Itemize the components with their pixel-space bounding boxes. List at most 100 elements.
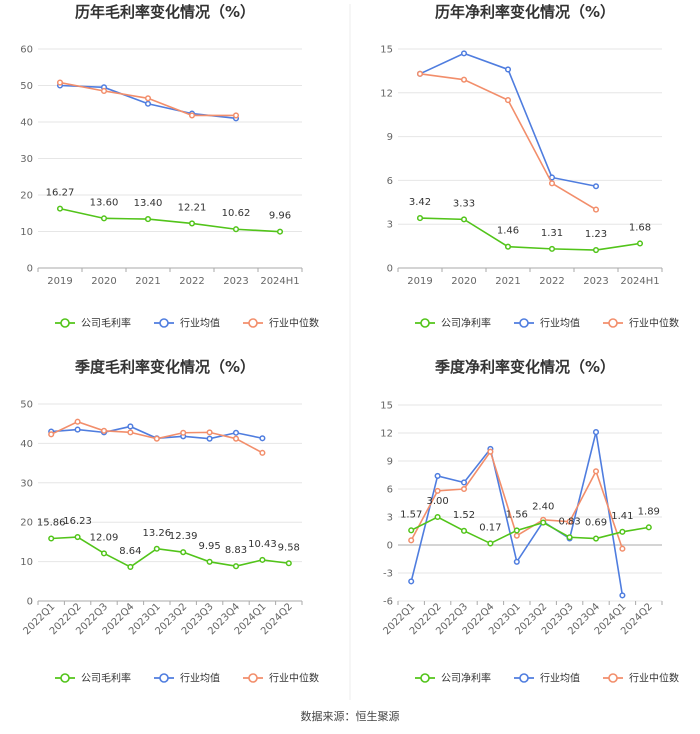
data-point-company: [285, 560, 292, 567]
data-point-avg: [513, 558, 520, 565]
data-point-avg: [232, 429, 240, 436]
legend-item-avg[interactable]: 行业均值: [514, 317, 580, 330]
data-point-company: [540, 519, 547, 526]
chart-panel-3: 季度毛利率变化情况（%）010203040502022Q12022Q22022Q…: [20, 358, 319, 685]
legend-item-avg[interactable]: 行业均值: [154, 672, 220, 685]
data-point-median: [232, 435, 240, 442]
data-label: 12.39: [169, 531, 198, 542]
data-label: 1.57: [400, 509, 422, 520]
data-point-median: [619, 545, 626, 552]
legend-marker-icon: [420, 318, 430, 328]
data-label: 1.41: [611, 511, 633, 522]
data-point-median: [408, 537, 415, 544]
chart-panel-2: 历年净利率变化情况（%） 0 3 6 9 12 15 2019 2020 2021 2022 2023…: [380, 3, 679, 330]
legend-label: 公司毛利率: [81, 317, 131, 330]
data-label: 8.64: [119, 546, 141, 557]
data-point-avg: [127, 423, 134, 430]
y-tick-label: 20: [20, 518, 33, 529]
data-label: 1.89: [638, 506, 660, 517]
data-point-median: [56, 79, 64, 86]
legend-marker-icon: [60, 673, 70, 683]
chart-title: 季度毛利率变化情况（%）: [75, 358, 255, 376]
y-tick-label: 50: [20, 81, 33, 92]
series-line-company: [51, 536, 289, 568]
data-label: 13.60: [90, 197, 119, 208]
y-tick-label: 40: [20, 118, 33, 129]
legend-item-median[interactable]: 行业中位数: [243, 672, 319, 685]
data-label: 15.86: [37, 518, 66, 529]
legend-item-median[interactable]: 行业中位数: [603, 317, 679, 330]
legend-item-company[interactable]: 公司净利率: [415, 317, 491, 330]
y-tick-label: -3: [383, 569, 393, 580]
legend-label: 公司净利率: [441, 672, 491, 685]
data-point-median: [487, 448, 494, 455]
data-point-company: [100, 550, 108, 557]
data-point-avg: [259, 435, 266, 442]
data-point-median: [592, 206, 600, 213]
legend-label: 公司毛利率: [81, 672, 131, 685]
y-tick-label: 12: [380, 88, 393, 99]
y-tick-label: 15: [380, 45, 393, 56]
data-point-median: [232, 112, 240, 119]
x-tick-label: 2023: [583, 276, 608, 287]
data-label: 10.43: [248, 539, 277, 550]
legend-marker-icon: [420, 673, 430, 683]
legend-label: 行业均值: [540, 317, 580, 330]
x-tick-label: 2019: [47, 276, 72, 287]
y-tick-label: 30: [20, 154, 33, 165]
legend-item-company[interactable]: 公司毛利率: [55, 672, 131, 685]
legend-item-company[interactable]: 公司净利率: [415, 672, 491, 685]
data-label: 1.23: [585, 229, 607, 240]
data-point-company: [206, 558, 213, 565]
data-point-avg: [504, 66, 512, 73]
data-point-company: [636, 240, 644, 247]
legend-marker-icon: [519, 673, 529, 683]
data-label: 16.23: [63, 516, 92, 527]
y-tick-label: 0: [387, 541, 393, 552]
data-label: 3.42: [409, 197, 431, 208]
data-point-company: [416, 215, 424, 222]
legend-label: 行业中位数: [629, 672, 679, 685]
data-label: 8.83: [225, 545, 247, 556]
y-tick-label: 6: [387, 176, 393, 187]
data-point-company: [408, 527, 415, 534]
legend-marker-icon: [159, 673, 169, 683]
data-label: 0.83: [558, 516, 580, 527]
legend-item-company[interactable]: 公司毛利率: [55, 317, 131, 330]
x-tick-label: 2024H1: [620, 276, 659, 287]
data-label: 3.00: [426, 496, 448, 507]
data-source-note: 数据来源：恒生聚源: [300, 710, 400, 723]
data-label: 9.95: [198, 541, 220, 552]
data-point-company: [153, 545, 160, 552]
data-point-median: [74, 418, 81, 425]
data-point-median: [592, 468, 600, 475]
data-point-median: [127, 429, 134, 436]
data-point-median: [188, 112, 196, 119]
y-tick-label: 40: [20, 439, 33, 450]
legend-item-avg[interactable]: 行业均值: [154, 317, 220, 330]
data-point-company: [74, 534, 81, 541]
data-point-company: [460, 216, 468, 223]
data-point-avg: [74, 426, 81, 433]
data-point-company: [127, 563, 134, 571]
legend-item-avg[interactable]: 行业均值: [514, 672, 580, 685]
legend-item-median[interactable]: 行业中位数: [243, 317, 319, 330]
data-point-company: [232, 226, 240, 233]
data-point-company: [48, 535, 55, 542]
series-line-company: [410, 516, 649, 545]
data-point-company: [487, 540, 494, 547]
legend-label: 行业均值: [540, 672, 580, 685]
chart-panel-1: 历年毛利率变化情况（%） 0 10 20 30 40 50 60 2019 2020 2021 202…: [20, 3, 319, 330]
y-tick-label: -6: [383, 597, 393, 608]
data-point-avg: [206, 435, 213, 442]
x-tick-label: 2022: [179, 276, 204, 287]
data-label: 12.21: [178, 202, 207, 213]
data-point-median: [153, 435, 160, 442]
data-point-company: [56, 205, 64, 212]
legend-item-median[interactable]: 行业中位数: [603, 672, 679, 685]
y-tick-label: 3: [387, 513, 393, 524]
legend-label: 行业中位数: [269, 317, 319, 330]
data-point-median: [460, 485, 468, 493]
data-point-median: [513, 532, 520, 539]
y-tick-label: 10: [20, 227, 33, 238]
